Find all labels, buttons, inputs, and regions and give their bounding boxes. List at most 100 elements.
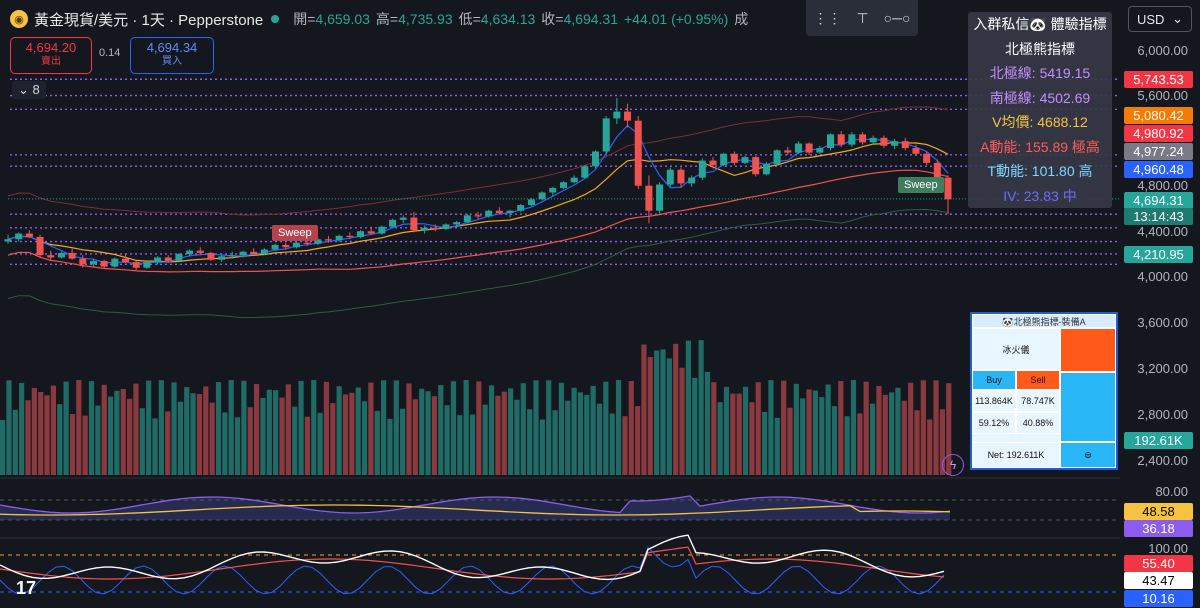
close-label: 收=	[541, 11, 564, 27]
candle-body	[602, 118, 610, 152]
volume-bar	[793, 383, 799, 475]
horizontal-line-tool-icon[interactable]: ○─○	[883, 10, 911, 26]
volume-bar	[120, 389, 126, 475]
volume-bar	[95, 405, 101, 475]
buy-price: 4,694.34	[146, 40, 198, 55]
volume-bar	[825, 384, 831, 475]
volume-bar	[812, 390, 818, 475]
volume-bar	[381, 380, 387, 475]
candle-body	[645, 185, 653, 211]
candle-body	[592, 151, 599, 167]
currency-select[interactable]: USD ⌄	[1128, 6, 1192, 32]
candle-body	[164, 257, 172, 261]
candle-body	[228, 255, 236, 257]
volume-bar	[438, 385, 444, 475]
high-value: 4,735.93	[398, 11, 453, 27]
volume-bar	[0, 420, 6, 475]
candle-body	[453, 222, 461, 225]
north-line-value: 北極線: 5419.15	[989, 65, 1091, 81]
volume-bar	[615, 380, 622, 475]
volume-bar	[844, 416, 850, 475]
volume-bar	[31, 388, 37, 475]
upper-band-line	[7, 106, 949, 216]
drag-handle-icon[interactable]: ⋮⋮	[813, 9, 842, 26]
volume-bar	[476, 381, 482, 475]
volume-bar	[889, 392, 895, 475]
price-tag-5080: 5,080.42	[1124, 107, 1193, 124]
volume-bar	[895, 387, 901, 475]
volume-bar	[374, 410, 380, 475]
symbol-title[interactable]: 黃金現貨/美元 · 1天 · Pepperstone	[34, 11, 264, 29]
volume-bar	[711, 382, 717, 475]
axis-label-6000: 6,000.00	[1137, 43, 1188, 58]
osc2-tag-blue: 10.16	[1124, 590, 1193, 607]
volume-bar	[228, 380, 234, 475]
candle-body	[186, 250, 194, 255]
market-status-icon	[271, 15, 280, 23]
buy-header: Buy	[972, 370, 1016, 390]
axis-label-5600: 5,600.00	[1137, 88, 1188, 103]
candle-body	[474, 215, 482, 217]
spread-value: 0.14	[99, 47, 121, 59]
osc2-red-line	[0, 546, 945, 580]
volume-bar	[908, 382, 914, 475]
vwap-value: V均價: 4688.12	[992, 114, 1088, 130]
volume-bar	[704, 371, 711, 475]
volume-bar	[215, 382, 222, 475]
osc1-axis-top: 80.00	[1155, 484, 1188, 499]
volume-bar	[673, 343, 679, 475]
volume-bar	[260, 397, 266, 475]
volume-bar	[584, 394, 590, 475]
volume-bar	[508, 388, 514, 475]
mid-ma-line	[7, 141, 949, 263]
volume-bar	[234, 417, 241, 475]
table-title: 🐼北極熊指標-裝備A	[972, 314, 1116, 328]
candle-body	[784, 150, 792, 153]
vertical-line-tool-icon[interactable]: ⊤	[856, 9, 869, 26]
volume-bar	[336, 386, 342, 475]
volume-bar	[457, 415, 463, 475]
candle-body	[762, 164, 770, 175]
buy-button[interactable]: 4,694.34 買入	[130, 37, 214, 74]
volume-bar	[400, 408, 406, 475]
volume-bar	[565, 400, 571, 475]
volume-bar	[82, 415, 88, 475]
candle-body	[132, 262, 140, 268]
volume-bar	[762, 411, 768, 475]
volume-bar	[742, 386, 749, 475]
volume-bar	[171, 382, 177, 475]
candle-body	[730, 153, 738, 163]
volume-bar	[628, 381, 634, 475]
candle-body	[901, 141, 909, 149]
osc1-tag-purple: 36.18	[1124, 520, 1193, 537]
candle-body	[933, 162, 941, 178]
sell-button[interactable]: 4,694.20 賣出	[10, 37, 92, 74]
volume-bar	[577, 392, 584, 475]
candle-body	[848, 134, 856, 145]
osc1-area	[0, 495, 950, 520]
candle-body	[282, 244, 290, 248]
volume-bar	[50, 385, 56, 475]
lightning-icon[interactable]: ϟ	[942, 454, 964, 476]
candle-body	[36, 236, 44, 256]
open-value: 4,659.03	[315, 11, 370, 27]
fast-ma-line	[7, 124, 949, 265]
volume-bar	[355, 387, 361, 475]
candle-body	[666, 169, 674, 185]
polar-bear-indicator-panel: 入群私信🐼 體驗指標 北極熊指標 北極線: 5419.15 南極線: 4502.…	[968, 12, 1112, 208]
net-volume: Net: 192.611K	[972, 442, 1060, 468]
candle-body	[944, 177, 952, 200]
volume-bar	[781, 380, 787, 475]
candle-body	[431, 227, 439, 229]
gold-logo-icon: ◉	[10, 10, 28, 28]
volume-bar	[298, 380, 304, 475]
candle-body	[677, 169, 685, 184]
indicator-collapse-toggle[interactable]: ⌄ 8	[12, 81, 46, 99]
volume-bar	[419, 388, 425, 475]
axis-label-4000: 4,000.00	[1137, 269, 1188, 284]
volume-bar	[939, 409, 945, 475]
axis-label-3600: 3,600.00	[1137, 315, 1188, 330]
volume-bar	[488, 385, 495, 475]
candle-body	[634, 120, 642, 186]
